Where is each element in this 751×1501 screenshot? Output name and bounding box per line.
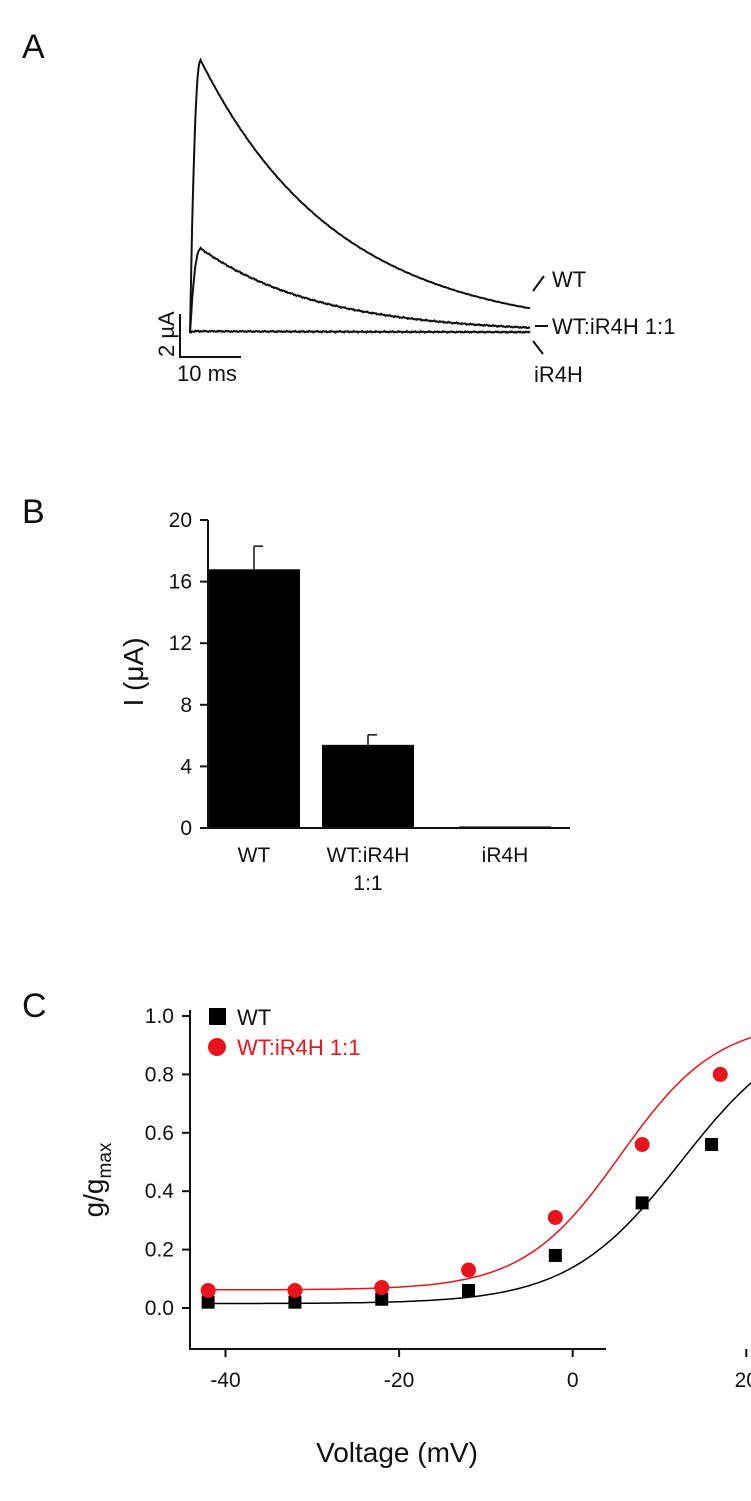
data-point-wt	[635, 1196, 649, 1210]
legend: WT WT:iR4H 1:1	[208, 1005, 360, 1060]
x-tick-label-wt-ir4h-1-1: WT:iR4H	[327, 844, 410, 867]
y-axis-title: g/gmax	[78, 1142, 116, 1217]
legend-marker-wt-ir4h	[208, 1038, 226, 1056]
y-tick-label: 0.8	[145, 1063, 174, 1086]
x-tick-label-wt-ir4h-1-1: 1:1	[353, 872, 382, 895]
data-point-wt-ir4h-1-1	[712, 1066, 728, 1082]
trace-wt-ir4h-1-1	[189, 246, 531, 334]
y-tick-label: 12	[169, 632, 192, 655]
trace-label-wt-ir4h: WT:iR4H 1:1	[552, 314, 675, 339]
trace-ir4h	[189, 329, 531, 334]
trace-label-ir4h: iR4H	[534, 362, 583, 387]
y-axis-title: I (μA)	[118, 637, 149, 706]
scale-bar-lines	[179, 314, 241, 358]
x-tick-label: 20	[735, 1369, 751, 1392]
scale-bar-current-label: 2 µA	[154, 311, 179, 357]
scale-bar-time-label: 10 ms	[177, 361, 237, 386]
gv-plot-area: 0.00.20.40.60.81.0-40-200204060	[145, 1005, 751, 1392]
x-axis-title: Voltage (mV)	[316, 1437, 478, 1468]
legend-marker-wt	[209, 1008, 226, 1025]
panel-c-conductance-voltage: C 0.00.20.40.60.81.0-40-200204060 Voltag…	[22, 987, 751, 1468]
x-tick-label-wt: WT	[238, 844, 271, 867]
data-point-wt-ir4h-1-1	[287, 1282, 303, 1298]
panel-b-letter: B	[22, 493, 45, 531]
bar-plot-area: 0 4 8 12 16 20 WT WT:iR4H 1:1 iR4H	[169, 509, 551, 895]
current-traces	[189, 57, 531, 334]
x-tick-label: 0	[567, 1369, 579, 1392]
fit-curve-wt	[208, 1081, 751, 1305]
trace-wt	[189, 57, 531, 334]
data-point-wt	[462, 1283, 476, 1297]
y-tick-label: 0	[180, 817, 192, 840]
panel-c-letter: C	[22, 987, 47, 1025]
data-point-wt	[288, 1295, 302, 1309]
y-tick-label: 0.2	[145, 1239, 174, 1262]
data-point-wt	[201, 1295, 215, 1309]
bar-wt-ir4h-1-1	[322, 744, 414, 828]
y-tick-label: 4	[180, 755, 192, 778]
scale-bar: 2 µA 10 ms	[154, 311, 241, 386]
legend-label-wt: WT	[237, 1005, 271, 1030]
data-point-wt	[705, 1137, 719, 1151]
data-point-wt	[548, 1248, 562, 1262]
data-point-wt-ir4h-1-1	[634, 1136, 650, 1152]
trace-label-wt: WT	[552, 267, 586, 292]
trace-label-leaders	[532, 275, 548, 355]
x-tick-label: -40	[210, 1369, 240, 1392]
y-axis-title-main: g/g	[78, 1178, 109, 1217]
leader-wt	[532, 275, 545, 292]
data-point-wt-ir4h-1-1	[547, 1209, 563, 1225]
panel-b-bar-chart: B 0 4 8 12 16 20 WT WT:iR4H 1:1 iR4H I (μA)	[22, 493, 570, 895]
y-tick-label: 0.4	[145, 1180, 175, 1203]
y-tick-label: 16	[169, 571, 192, 594]
y-axis-title-subscript: max	[95, 1142, 116, 1178]
y-tick-label: 20	[169, 509, 192, 532]
y-tick-label: 0.0	[145, 1297, 174, 1320]
panel-a-letter: A	[22, 28, 45, 66]
legend-label-wt-ir4h: WT:iR4H 1:1	[237, 1035, 360, 1060]
y-tick-label: 1.0	[145, 1005, 174, 1028]
y-tick-label: 0.6	[145, 1122, 174, 1145]
data-point-wt-ir4h-1-1	[461, 1262, 477, 1278]
fit-curve-wt-ir4h-1-1	[208, 1036, 751, 1291]
y-tick-label: 8	[180, 694, 192, 717]
x-tick-label-ir4h: iR4H	[482, 844, 529, 867]
data-point-wt	[375, 1292, 389, 1306]
panel-a-current-traces: A WT WT:iR4H 1:1 iR4H 2 µA 10 ms	[22, 28, 675, 387]
leader-ir4h	[532, 340, 544, 355]
data-point-wt-ir4h-1-1	[374, 1280, 390, 1296]
x-tick-label: -20	[384, 1369, 414, 1392]
bar-wt	[208, 569, 300, 828]
data-point-wt-ir4h-1-1	[200, 1282, 216, 1298]
